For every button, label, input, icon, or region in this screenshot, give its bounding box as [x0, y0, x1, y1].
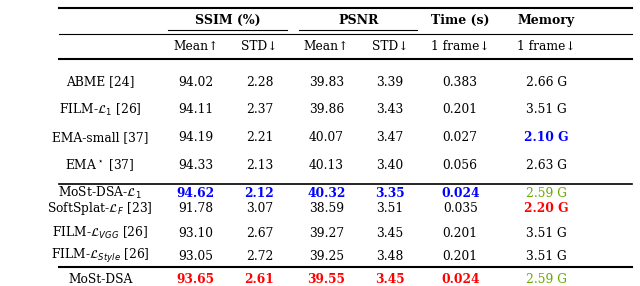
Text: 0.201: 0.201: [443, 103, 477, 116]
Text: Mean↑: Mean↑: [173, 40, 218, 53]
Text: 94.33: 94.33: [178, 159, 213, 172]
Text: 3.47: 3.47: [376, 131, 404, 144]
Text: 2.10 G: 2.10 G: [524, 131, 568, 144]
Text: 0.027: 0.027: [443, 131, 477, 144]
Text: MoSt-DSA-$\mathcal{L}_1$: MoSt-DSA-$\mathcal{L}_1$: [58, 185, 142, 201]
Text: SSIM (%): SSIM (%): [195, 14, 260, 27]
Text: PSNR: PSNR: [338, 14, 378, 27]
Text: 3.40: 3.40: [376, 159, 404, 172]
Text: 0.201: 0.201: [443, 227, 477, 240]
Text: 2.61: 2.61: [244, 273, 275, 286]
Text: 39.55: 39.55: [307, 273, 346, 286]
Text: 2.21: 2.21: [246, 131, 273, 144]
Text: 1 frame↓: 1 frame↓: [517, 40, 575, 53]
Text: 1 frame↓: 1 frame↓: [431, 40, 490, 53]
Text: 2.63 G: 2.63 G: [525, 159, 566, 172]
Text: 0.024: 0.024: [441, 273, 479, 286]
Text: 2.13: 2.13: [246, 159, 273, 172]
Text: 39.27: 39.27: [309, 227, 344, 240]
Text: 39.83: 39.83: [309, 76, 344, 89]
Text: 3.43: 3.43: [376, 103, 404, 116]
Text: 3.51 G: 3.51 G: [526, 103, 566, 116]
Text: SoftSplat-$\mathcal{L}_F$ [23]: SoftSplat-$\mathcal{L}_F$ [23]: [47, 200, 153, 217]
Text: 3.51 G: 3.51 G: [526, 250, 566, 263]
Text: STD↓: STD↓: [241, 40, 278, 53]
Text: Mean↑: Mean↑: [304, 40, 349, 53]
Text: 39.86: 39.86: [308, 103, 344, 116]
Text: 3.45: 3.45: [376, 227, 404, 240]
Text: MoSt-DSA: MoSt-DSA: [68, 273, 132, 286]
Text: 91.78: 91.78: [178, 202, 213, 215]
Text: EMA$^\star$ [37]: EMA$^\star$ [37]: [65, 158, 135, 173]
Text: 2.20 G: 2.20 G: [524, 202, 568, 215]
Text: 93.05: 93.05: [179, 250, 213, 263]
Text: 94.11: 94.11: [178, 103, 213, 116]
Text: ABME [24]: ABME [24]: [66, 76, 134, 89]
Text: 40.13: 40.13: [309, 159, 344, 172]
Text: 0.056: 0.056: [443, 159, 477, 172]
Text: STD↓: STD↓: [372, 40, 408, 53]
Text: 39.25: 39.25: [309, 250, 344, 263]
Text: Memory: Memory: [518, 14, 575, 27]
Text: 94.62: 94.62: [177, 186, 215, 200]
Text: 2.59 G: 2.59 G: [525, 186, 566, 200]
Text: 3.39: 3.39: [376, 76, 404, 89]
Text: FILM-$\mathcal{L}_{VGG}$ [26]: FILM-$\mathcal{L}_{VGG}$ [26]: [52, 225, 148, 241]
Text: 2.67: 2.67: [246, 227, 273, 240]
Text: 2.37: 2.37: [246, 103, 273, 116]
Text: 2.66 G: 2.66 G: [525, 76, 567, 89]
Text: 3.45: 3.45: [375, 273, 405, 286]
Text: 0.024: 0.024: [441, 186, 479, 200]
Text: 3.51 G: 3.51 G: [526, 227, 566, 240]
Text: 0.383: 0.383: [443, 76, 477, 89]
Text: 38.59: 38.59: [309, 202, 344, 215]
Text: 2.59 G: 2.59 G: [525, 273, 566, 286]
Text: 2.28: 2.28: [246, 76, 273, 89]
Text: FILM-$\mathcal{L}_{Style}$ [26]: FILM-$\mathcal{L}_{Style}$ [26]: [51, 247, 150, 265]
Text: 2.12: 2.12: [244, 186, 275, 200]
Text: FILM-$\mathcal{L}_1$ [26]: FILM-$\mathcal{L}_1$ [26]: [59, 102, 141, 118]
Text: Time (s): Time (s): [431, 14, 490, 27]
Text: 93.65: 93.65: [177, 273, 215, 286]
Text: 94.19: 94.19: [178, 131, 213, 144]
Text: 0.035: 0.035: [443, 202, 477, 215]
Text: 40.32: 40.32: [307, 186, 346, 200]
Text: 3.51: 3.51: [376, 202, 404, 215]
Text: 93.10: 93.10: [179, 227, 213, 240]
Text: 3.35: 3.35: [375, 186, 405, 200]
Text: EMA-small [37]: EMA-small [37]: [52, 131, 148, 144]
Text: 3.07: 3.07: [246, 202, 273, 215]
Text: 2.72: 2.72: [246, 250, 273, 263]
Text: 0.201: 0.201: [443, 250, 477, 263]
Text: 3.48: 3.48: [376, 250, 404, 263]
Text: 94.02: 94.02: [178, 76, 213, 89]
Text: 40.07: 40.07: [309, 131, 344, 144]
